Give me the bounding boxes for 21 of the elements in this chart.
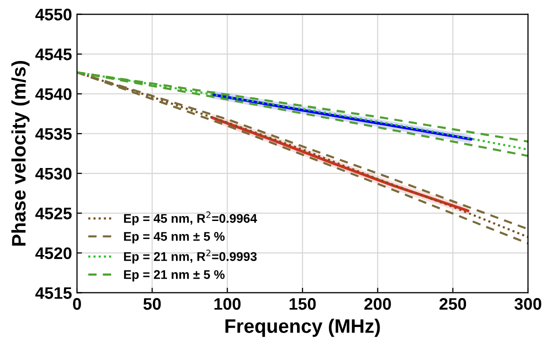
- x-tick-label: 150: [290, 298, 316, 310]
- y-tick-label: 4515: [35, 287, 72, 299]
- x-tick-label: 100: [214, 298, 241, 310]
- legend-label: Ep = 45 nm, R$^{2}$=0.9964: [124, 211, 258, 226]
- y-tick-label: 4550: [35, 8, 72, 20]
- y-tick-label: 4540: [35, 88, 72, 100]
- y-tick-label: 4545: [35, 48, 72, 60]
- y-tick-label: 4525: [35, 208, 72, 220]
- y-tick-label: 4535: [35, 128, 72, 140]
- x-axis-title: Frequency (MHz): [225, 318, 380, 337]
- legend-label: Ep = 45 nm ± 5 %: [124, 232, 225, 244]
- x-tick-label: 0: [73, 298, 81, 310]
- x-tick-label: 50: [143, 298, 161, 310]
- x-tick-label: 300: [514, 298, 542, 310]
- y-axis-title: Phase velocity (m/s): [11, 60, 30, 246]
- x-tick-label: 200: [364, 298, 391, 310]
- y-tick-label: 4520: [35, 247, 72, 260]
- legend-label: Ep = 21 nm, R$^{2}$=0.9993: [124, 250, 257, 264]
- legend-label: Ep = 21 nm ± 5 %: [124, 270, 225, 282]
- x-tick-label: 250: [440, 298, 466, 310]
- y-tick-label: 4530: [35, 168, 72, 180]
